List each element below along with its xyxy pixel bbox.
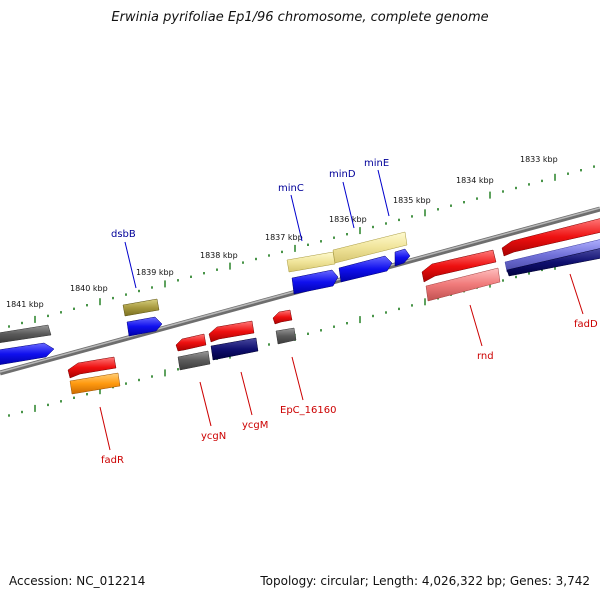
gene-label-fadR[interactable]: fadR (101, 455, 124, 466)
gene-fadD-red[interactable] (501, 218, 600, 257)
gene-ycgN-gray[interactable] (177, 350, 211, 371)
tick-label-1841: 1841 kbp (6, 300, 44, 309)
callout-minD (342, 181, 355, 229)
gene-rnd-pink[interactable] (425, 267, 501, 302)
tick-label-1838: 1838 kbp (200, 251, 238, 260)
callout-ycgM (240, 371, 253, 416)
callout-fadD (569, 273, 584, 315)
gene-label-minE[interactable]: minE (364, 158, 389, 169)
gene-fadR-red[interactable] (67, 356, 117, 379)
gene-label-dsbB[interactable]: dsbB (111, 229, 136, 240)
gene-EpC_16160-gray[interactable] (275, 327, 297, 345)
top-strand-genes (0, 231, 411, 365)
callout-fadR (99, 406, 111, 451)
map-title: Erwinia pyrifoliae Ep1/96 chromosome, co… (111, 10, 489, 25)
gene-ycgM-red[interactable] (208, 320, 255, 343)
gene-fadD-navy[interactable] (506, 248, 600, 277)
tick-label-1839: 1839 kbp (136, 268, 174, 277)
tick-label-1833: 1833 kbp (520, 155, 558, 164)
bottom-strand-genes (67, 218, 600, 395)
callout-rnd (469, 304, 483, 347)
gene-blue-dsbB[interactable] (126, 316, 163, 337)
gene-minE-blue[interactable] (394, 248, 411, 267)
genome-summary: Topology: circular; Length: 4,026,322 bp… (260, 574, 590, 588)
tick-label-1840: 1840 kbp (70, 284, 108, 293)
gene-fadR-orange[interactable] (69, 372, 121, 395)
gene-fadD-lavender[interactable] (504, 239, 600, 273)
callout-ycgN (199, 381, 212, 427)
gene-ycgM-navy[interactable] (210, 337, 259, 361)
gene-gray-left[interactable] (0, 324, 52, 343)
gene-label-minD[interactable]: minD (329, 169, 356, 180)
gene-minD[interactable] (332, 231, 408, 264)
tick-label-1834: 1834 kbp (456, 176, 494, 185)
gene-ycgN-red[interactable] (175, 333, 207, 352)
accession-info: Accession: NC_012214 (9, 574, 146, 588)
callout-EpC_16160 (291, 356, 304, 401)
tick-label-1835: 1835 kbp (393, 196, 431, 205)
gene-blue-left[interactable] (0, 342, 55, 365)
gene-label-rnd[interactable]: rnd (477, 351, 494, 362)
upper-tick-track (8, 165, 595, 328)
tick-label-1836: 1836 kbp (329, 215, 367, 224)
gene-minC[interactable] (286, 251, 336, 273)
callout-dsbB (124, 241, 137, 289)
gene-label-ycgN[interactable]: ycgN (201, 431, 226, 442)
gene-rnd-red[interactable] (421, 249, 497, 283)
callout-minC (290, 194, 303, 242)
tick-label-1837: 1837 kbp (265, 233, 303, 242)
gene-minC-blue[interactable] (291, 269, 339, 295)
gene-label-ycgM[interactable]: ycgM (242, 420, 268, 431)
gene-label-minC[interactable]: minC (278, 183, 304, 194)
gene-EpC_16160-red[interactable] (272, 309, 293, 325)
gene-labels: dsbB minC minD minE fadR ycgN ycgM EpC_1… (101, 158, 598, 466)
gene-label-EpC_16160[interactable]: EpC_16160 (280, 405, 336, 416)
gene-label-fadD[interactable]: fadD (574, 319, 598, 330)
kbp-tick-labels: 1841 kbp 1840 kbp 1839 kbp 1838 kbp 1837… (6, 155, 558, 309)
gene-dsbB-olive[interactable] (122, 298, 160, 317)
gene-minD-blue[interactable] (338, 255, 393, 283)
callout-minE (377, 169, 390, 217)
callout-lines (99, 169, 584, 451)
